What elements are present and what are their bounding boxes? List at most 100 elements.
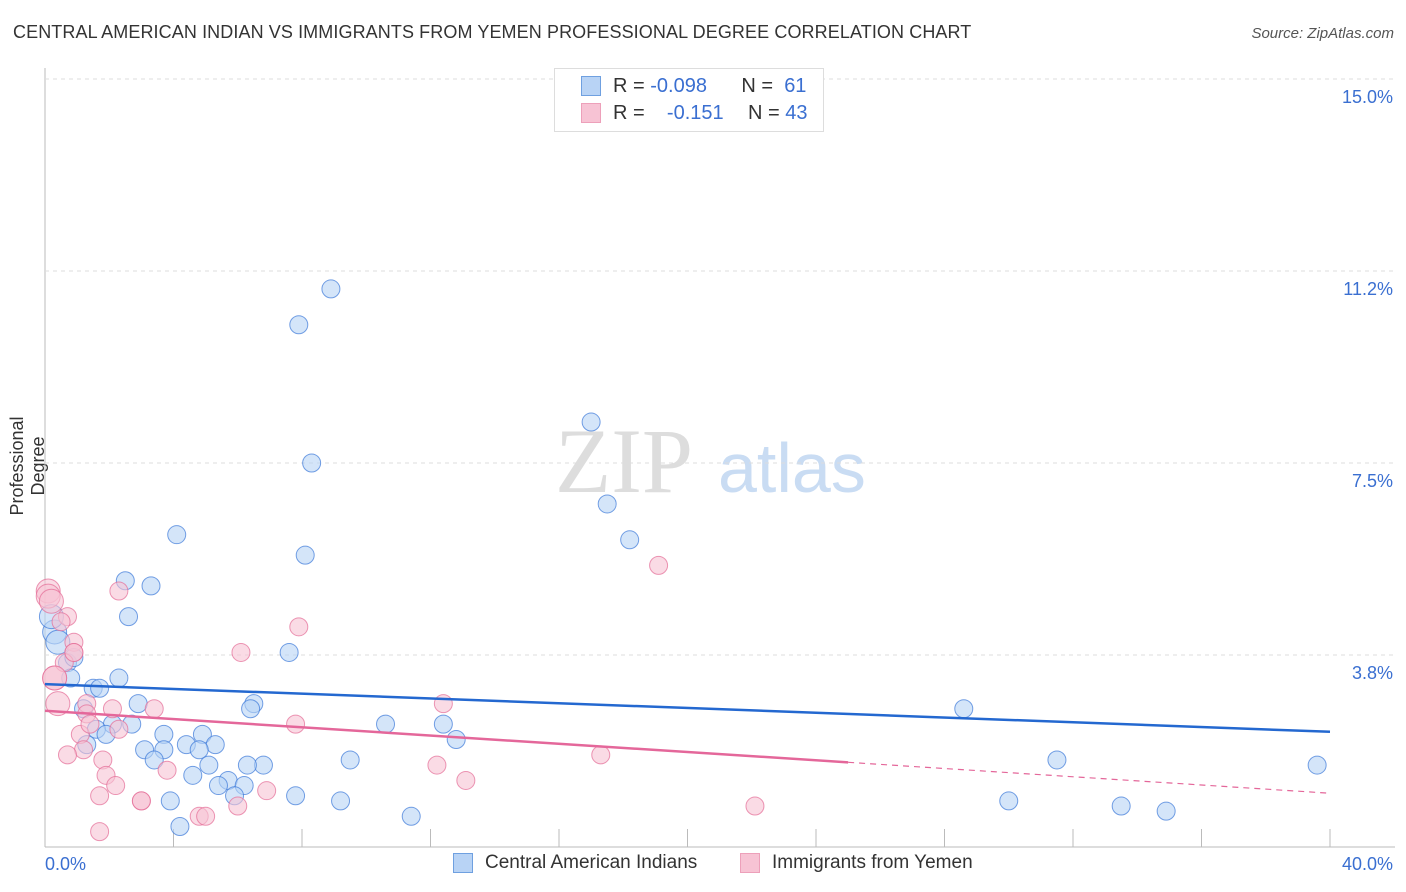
point-central-american-indians [331,791,351,811]
point-central-american-indians [999,791,1019,811]
n-label: N = [741,74,774,97]
r-label: R = [613,74,645,97]
watermark-atlas: atlas [718,429,866,507]
correlation-legend: R = -0.098 N = 61 R = -0.151 N = 43 [554,68,824,132]
point-central-american-indians [1156,801,1176,821]
n-label: N = [748,101,780,124]
point-immigrants-from-yemen [80,714,100,734]
legend-label: Immigrants from Yemen [772,852,973,873]
point-central-american-indians [620,530,640,550]
x-tick-label: 0.0% [45,854,86,874]
r-label: R = [613,101,645,124]
source-label: Source: ZipAtlas.com [1251,25,1394,42]
point-central-american-indians [205,735,225,755]
point-immigrants-from-yemen [456,770,476,790]
point-central-american-indians [160,791,180,811]
trendline-immigrants-from-yemen [44,709,849,764]
trendline-immigrants-from-yemen-extrapolated [848,761,1331,794]
point-central-american-indians [253,755,273,775]
point-central-american-indians [241,699,261,719]
point-immigrants-from-yemen [93,750,113,770]
legend-row-pink: R = -0.151 N = 43 [581,100,808,126]
watermark-zip: ZIP [555,410,693,512]
point-immigrants-from-yemen [196,806,216,826]
point-central-american-indians [433,714,453,734]
pink-swatch [740,853,760,873]
point-immigrants-from-yemen [157,760,177,780]
blue-swatch [453,853,473,873]
point-immigrants-from-yemen [289,617,309,637]
point-immigrants-from-yemen [38,588,64,614]
pink-swatch [581,103,601,123]
point-immigrants-from-yemen [109,719,129,739]
point-immigrants-from-yemen [591,745,611,765]
point-immigrants-from-yemen [433,694,453,714]
point-central-american-indians [446,729,466,749]
n-value-pink: 43 [785,101,808,124]
point-central-american-indians [208,776,228,796]
point-central-american-indians [597,494,617,514]
point-immigrants-from-yemen [45,691,71,717]
point-central-american-indians [237,755,257,775]
r-value-blue: -0.098 [650,74,707,97]
y-tick-label: 11.2% [1343,279,1393,299]
blue-swatch [581,76,601,96]
point-central-american-indians [170,817,190,837]
point-central-american-indians [289,315,309,335]
legend-label: Central American Indians [485,852,698,873]
point-immigrants-from-yemen [131,791,151,811]
point-immigrants-from-yemen [90,786,110,806]
point-central-american-indians [1047,750,1067,770]
point-central-american-indians [199,755,219,775]
x-tick-label: 40.0% [1342,854,1393,874]
point-immigrants-from-yemen [286,714,306,734]
point-immigrants-from-yemen [102,699,122,719]
point-immigrants-from-yemen [57,745,77,765]
point-immigrants-from-yemen [427,755,447,775]
legend-row-blue: R = -0.098 N = 61 [581,73,806,99]
point-immigrants-from-yemen [257,781,277,801]
y-tick-label: 3.8% [1352,663,1393,683]
point-central-american-indians [1111,796,1131,816]
point-central-american-indians [321,279,341,299]
point-immigrants-from-yemen [144,699,164,719]
point-immigrants-from-yemen [64,642,84,662]
y-tick-label: 7.5% [1352,471,1393,491]
point-central-american-indians [90,678,110,698]
point-central-american-indians [1307,755,1327,775]
point-immigrants-from-yemen [42,665,68,691]
point-immigrants-from-yemen [51,612,71,632]
legend-item-central-american-indians: Central American Indians [453,852,697,874]
point-immigrants-from-yemen [109,581,129,601]
point-central-american-indians [302,453,322,473]
point-immigrants-from-yemen [649,555,669,575]
chart-title: CENTRAL AMERICAN INDIAN VS IMMIGRANTS FR… [13,22,972,42]
point-central-american-indians [167,525,187,545]
point-central-american-indians [119,607,139,627]
point-central-american-indians [295,545,315,565]
point-immigrants-from-yemen [228,796,248,816]
point-central-american-indians [279,642,299,662]
point-central-american-indians [183,765,203,785]
point-immigrants-from-yemen [90,822,110,842]
point-central-american-indians [109,668,129,688]
y-tick-label: 15.0% [1342,87,1393,107]
point-immigrants-from-yemen [74,740,94,760]
point-immigrants-from-yemen [231,642,251,662]
point-central-american-indians [376,714,396,734]
point-central-american-indians [581,412,601,432]
point-central-american-indians [128,694,148,714]
r-value-pink: -0.151 [666,101,724,124]
point-central-american-indians [286,786,306,806]
point-immigrants-from-yemen [745,796,765,816]
point-central-american-indians [340,750,360,770]
point-central-american-indians [141,576,161,596]
point-central-american-indians [144,750,164,770]
legend-item-immigrants-from-yemen: Immigrants from Yemen [740,852,973,874]
point-central-american-indians [189,740,209,760]
trendline-central-american-indians [44,682,1331,734]
n-value-blue: 61 [784,74,807,97]
point-central-american-indians [954,699,974,719]
